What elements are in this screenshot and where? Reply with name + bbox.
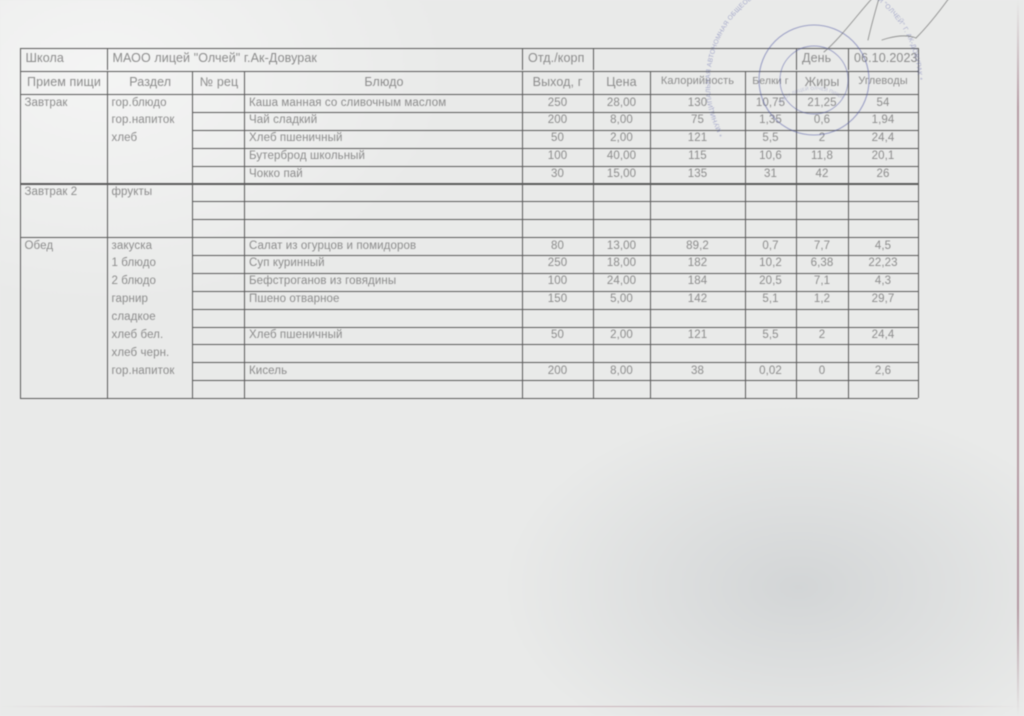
svg-text:* МУНИЦИПАЛЬНАЯ АВТОНОМНАЯ ОБЩ: * МУНИЦИПАЛЬНАЯ АВТОНОМНАЯ ОБЩЕОБРАЗОВАТ… xyxy=(705,0,923,137)
